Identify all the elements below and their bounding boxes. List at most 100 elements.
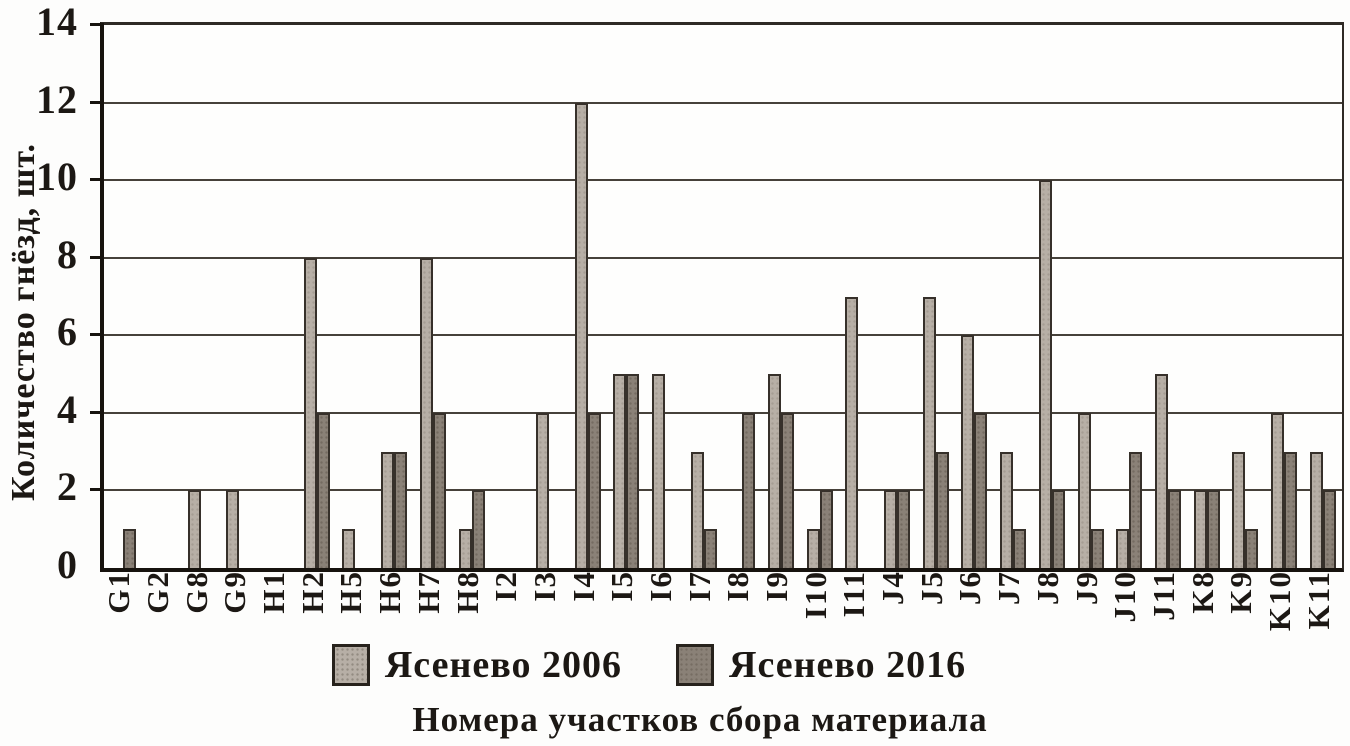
bar-group-H1 xyxy=(259,25,298,568)
bar-group-J7 xyxy=(994,25,1033,568)
bar-I5-Ясенево-2006 xyxy=(613,374,627,568)
bar-group-G1 xyxy=(104,25,143,568)
bar-group-G2 xyxy=(143,25,182,568)
bar-group-I9 xyxy=(762,25,801,568)
x-tick-label-I7: I7 xyxy=(681,570,717,602)
x-tick-label-G9: G9 xyxy=(217,570,253,614)
x-tick-label-J7: J7 xyxy=(991,570,1027,605)
y-tick-label-2: 2 xyxy=(57,464,78,510)
bar-J9-Ясенево-2016 xyxy=(1090,529,1104,568)
bar-group-K9 xyxy=(1226,25,1265,568)
bar-J11-Ясенево-2016 xyxy=(1167,490,1181,568)
bar-H7-Ясенево-2016 xyxy=(432,412,446,568)
bar-group-K8 xyxy=(1187,25,1226,568)
x-tick-label-I3: I3 xyxy=(526,570,562,602)
bar-group-H2 xyxy=(297,25,336,568)
bar-I3-Ясенево-2006 xyxy=(535,412,549,568)
x-tick-label-J4: J4 xyxy=(875,570,911,605)
gridline-10 xyxy=(104,179,1342,182)
bar-H7-Ясенево-2006 xyxy=(419,257,433,568)
bar-I4-Ясенево-2016 xyxy=(587,412,601,568)
gridline-2 xyxy=(104,489,1342,492)
x-tick-label-J6: J6 xyxy=(952,570,988,605)
y-tick-mark-12 xyxy=(90,100,104,104)
x-tick-label-K9: K9 xyxy=(1223,570,1259,614)
bar-group-I2 xyxy=(491,25,530,568)
bar-I11-Ясенево-2006 xyxy=(845,296,859,568)
x-tick-label-G8: G8 xyxy=(178,570,214,614)
bar-I6-Ясенево-2006 xyxy=(651,374,665,568)
bar-J8-Ясенево-2006 xyxy=(1038,180,1052,568)
bar-group-I5 xyxy=(607,25,646,568)
bar-group-J5 xyxy=(916,25,955,568)
x-tick-label-K11: K11 xyxy=(1300,570,1336,630)
bar-J6-Ясенево-2016 xyxy=(974,412,988,568)
bar-J7-Ясенево-2006 xyxy=(1000,451,1014,568)
legend-entry-2006: Ясенево 2006 xyxy=(331,644,622,686)
x-tick-label-H1: H1 xyxy=(256,570,292,614)
x-tick-label-J10: J10 xyxy=(1107,570,1143,623)
bar-I10-Ясенево-2006 xyxy=(806,529,820,568)
bar-group-G9 xyxy=(220,25,259,568)
bar-group-I7 xyxy=(684,25,723,568)
x-tick-label-J9: J9 xyxy=(1068,570,1104,605)
bars-container xyxy=(104,25,1342,568)
bar-J7-Ясенево-2016 xyxy=(1013,529,1027,568)
bar-group-H7 xyxy=(414,25,453,568)
bar-group-J4 xyxy=(878,25,917,568)
legend: Ясенево 2006 Ясенево 2016 xyxy=(0,644,1324,686)
bar-I10-Ясенево-2016 xyxy=(819,490,833,568)
legend-swatch-2006 xyxy=(331,644,370,686)
x-tick-label-J11: J11 xyxy=(1145,570,1181,621)
y-tick-mark-14 xyxy=(90,23,104,26)
gridline-6 xyxy=(104,334,1342,337)
bar-G8-Ясенево-2006 xyxy=(187,490,201,568)
bar-J4-Ясенево-2016 xyxy=(897,490,911,568)
gridline-12 xyxy=(104,101,1342,104)
bar-I9-Ясенево-2016 xyxy=(781,412,795,568)
y-tick-label-14: 14 xyxy=(36,0,78,44)
x-tick-label-H8: H8 xyxy=(449,570,485,614)
x-tick-label-J5: J5 xyxy=(913,570,949,605)
bar-H8-Ясенево-2006 xyxy=(458,529,472,568)
bar-group-I4 xyxy=(568,25,607,568)
bar-K10-Ясенево-2006 xyxy=(1270,412,1284,568)
legend-entry-2016: Ясенево 2016 xyxy=(676,644,966,686)
y-tick-mark-10 xyxy=(90,178,104,182)
bar-group-I8 xyxy=(723,25,762,568)
bar-I9-Ясенево-2006 xyxy=(768,374,782,568)
bar-K9-Ясенево-2006 xyxy=(1232,451,1246,568)
bar-J5-Ясенево-2006 xyxy=(922,296,936,568)
bar-G9-Ясенево-2006 xyxy=(226,490,240,568)
bar-group-I6 xyxy=(646,25,685,568)
bar-G1-Ясенево-2016 xyxy=(123,529,137,568)
y-tick-label-8: 8 xyxy=(57,231,78,277)
bar-I5-Ясенево-2016 xyxy=(626,374,640,568)
x-axis-title: Номера участков сбора материала xyxy=(412,700,988,739)
legend-label-2016: Ясенево 2016 xyxy=(729,644,967,686)
bar-group-J8 xyxy=(1033,25,1072,568)
bar-group-K10 xyxy=(1265,25,1304,568)
x-tick-label-G1: G1 xyxy=(101,570,137,614)
bar-group-I11 xyxy=(839,25,878,568)
bar-J9-Ясенево-2006 xyxy=(1077,412,1091,568)
bar-J8-Ясенево-2016 xyxy=(1051,490,1065,568)
x-tick-label-G2: G2 xyxy=(140,570,176,614)
y-axis-tick-labels: 0 2 4 6 8 10 12 14 xyxy=(0,2,88,585)
bar-K8-Ясенево-2006 xyxy=(1193,490,1207,568)
x-tick-label-I9: I9 xyxy=(759,570,795,602)
bar-H5-Ясенево-2006 xyxy=(342,529,356,568)
y-tick-mark-2 xyxy=(90,488,104,492)
x-tick-label-H2: H2 xyxy=(294,570,330,614)
bar-group-G8 xyxy=(181,25,220,568)
x-tick-label-K8: K8 xyxy=(1184,570,1220,614)
x-tick-label-I2: I2 xyxy=(488,570,524,602)
bar-K11-Ясенево-2016 xyxy=(1322,490,1336,568)
bar-K11-Ясенево-2006 xyxy=(1309,451,1323,568)
plot-area xyxy=(90,22,1344,572)
bar-H2-Ясенево-2006 xyxy=(303,257,317,568)
y-tick-label-10: 10 xyxy=(36,154,78,200)
y-tick-label-4: 4 xyxy=(57,386,78,432)
legend-swatch-2016 xyxy=(676,644,714,686)
